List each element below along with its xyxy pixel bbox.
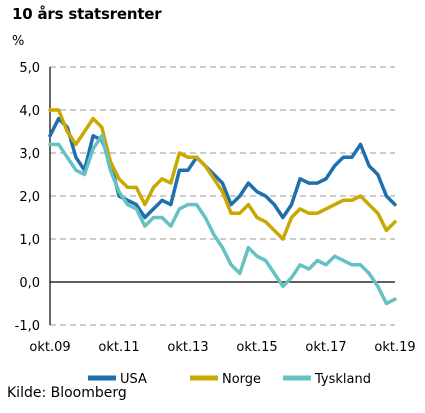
chart-title: 10 års statsrenter xyxy=(12,5,162,23)
y-tick-label: 2,0 xyxy=(19,190,40,205)
source-note: Kilde: Bloomberg xyxy=(7,385,127,401)
x-tick-label: okt.15 xyxy=(236,340,277,355)
x-tick-label: okt.17 xyxy=(305,340,346,355)
y-tick-label: 1,0 xyxy=(19,233,40,248)
series-line-tyskland xyxy=(48,134,397,306)
y-tick-label: 0,0 xyxy=(19,276,40,291)
y-axis-unit: % xyxy=(12,34,25,49)
x-tick-label: okt.13 xyxy=(167,340,208,355)
series-line-norge xyxy=(48,108,397,241)
x-tick-label: okt.11 xyxy=(98,340,139,355)
x-tick-label: okt.19 xyxy=(374,340,415,355)
y-tick-label: 3,0 xyxy=(19,147,40,162)
y-tick-label: 4,0 xyxy=(19,104,40,119)
y-tick-label: 5,0 xyxy=(19,61,40,76)
x-tick-label: okt.09 xyxy=(29,340,70,355)
y-tick-label: -1,0 xyxy=(15,319,40,334)
legend-label-tyskland: Tyskland xyxy=(314,372,371,387)
legend-label-norge: Norge xyxy=(222,372,261,387)
legend-label-usa: USA xyxy=(120,372,147,387)
